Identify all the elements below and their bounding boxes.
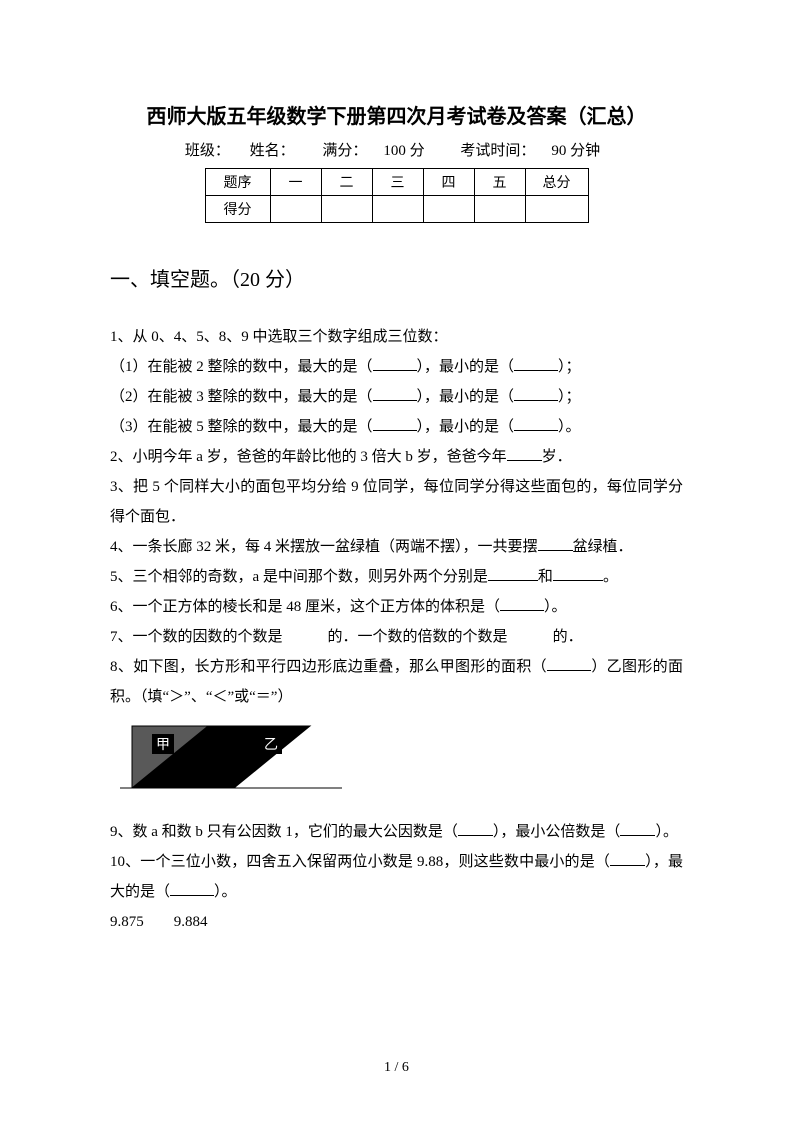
q10: 10、一个三位小数，四舍五入保留两位小数是 9.88，则这些数中最小的是（），最… <box>110 847 683 907</box>
blank <box>514 385 558 401</box>
page-footer: 1 / 6 <box>0 1060 793 1076</box>
blank <box>610 850 645 866</box>
blank <box>488 565 538 581</box>
blank <box>514 355 558 371</box>
q1-sub1: （1）在能被 2 整除的数中，最大的是（），最小的是（）； <box>110 352 683 382</box>
q4: 4、一条长廊 32 米，每 4 米摆放一盆绿植（两端不摆），一共要摆盆绿植． <box>110 532 683 562</box>
score-cell: 二 <box>321 169 372 196</box>
score-cell: 四 <box>423 169 474 196</box>
exam-time: 考试时间：90 分钟 <box>452 143 608 159</box>
score-table: 题序 一 二 三 四 五 总分 得分 <box>205 168 589 223</box>
score-cell <box>525 196 588 223</box>
blank <box>373 385 417 401</box>
q9: 9、数 a 和数 b 只有公因数 1，它们的最大公因数是（），最小公倍数是（）。 <box>110 817 683 847</box>
label-yi: 乙 <box>264 737 278 753</box>
q7: 7、一个数的因数的个数是 的．一个数的倍数的个数是 的． <box>110 622 683 652</box>
q10-answers: 9.875 9.884 <box>110 907 683 937</box>
q6: 6、一个正方体的棱长和是 48 厘米，这个正方体的体积是（）。 <box>110 592 683 622</box>
q8-figure: 甲 乙 <box>110 716 683 805</box>
blank <box>458 820 493 836</box>
name-label: 姓名： <box>250 143 295 159</box>
score-cell <box>423 196 474 223</box>
score-cell <box>372 196 423 223</box>
blank <box>500 595 544 611</box>
blank <box>538 535 573 551</box>
q2: 2、小明今年 a 岁，爸爸的年龄比他的 3 倍大 b 岁，爸爸今年岁． <box>110 442 683 472</box>
parallelogram-rectangle-diagram: 甲 乙 <box>110 716 346 794</box>
q1-sub2: （2）在能被 3 整除的数中，最大的是（），最小的是（）； <box>110 382 683 412</box>
meta-line: 班级： 姓名： 满分：100 分 考试时间：90 分钟 <box>110 139 683 160</box>
page-title: 西师大版五年级数学下册第四次月考试卷及答案（汇总） <box>110 100 683 129</box>
blank <box>373 415 417 431</box>
q1-stem: 1、从 0、4、5、8、9 中选取三个数字组成三位数： <box>110 322 683 352</box>
score-cell <box>270 196 321 223</box>
q8: 8、如下图，长方形和平行四边形底边重叠，那么甲图形的面积（）乙图形的面积。（填“… <box>110 652 683 712</box>
score-cell <box>474 196 525 223</box>
class-label: 班级： <box>185 143 230 159</box>
score-cell: 题序 <box>205 169 270 196</box>
blank <box>514 415 558 431</box>
score-cell: 一 <box>270 169 321 196</box>
blank <box>507 445 542 461</box>
q3: 3、把 5 个同样大小的面包平均分给 9 位同学，每位同学分得这些面包的，每位同… <box>110 472 683 532</box>
blank <box>547 655 591 671</box>
score-cell <box>321 196 372 223</box>
blank <box>170 880 214 896</box>
label-jia: 甲 <box>156 738 170 753</box>
score-cell: 三 <box>372 169 423 196</box>
full-score: 满分：100 分 <box>314 143 436 159</box>
questions-block: 1、从 0、4、5、8、9 中选取三个数字组成三位数： （1）在能被 2 整除的… <box>110 322 683 937</box>
score-cell: 五 <box>474 169 525 196</box>
section-1-heading: 一、填空题。（20 分） <box>110 263 683 292</box>
score-cell: 总分 <box>525 169 588 196</box>
q1-sub3: （3）在能被 5 整除的数中，最大的是（），最小的是（）。 <box>110 412 683 442</box>
blank <box>553 565 603 581</box>
score-cell: 得分 <box>205 196 270 223</box>
blank <box>373 355 417 371</box>
q5: 5、三个相邻的奇数，a 是中间那个数，则另外两个分别是和。 <box>110 562 683 592</box>
score-table-score-row: 得分 <box>205 196 588 223</box>
score-table-header-row: 题序 一 二 三 四 五 总分 <box>205 169 588 196</box>
blank <box>620 820 655 836</box>
